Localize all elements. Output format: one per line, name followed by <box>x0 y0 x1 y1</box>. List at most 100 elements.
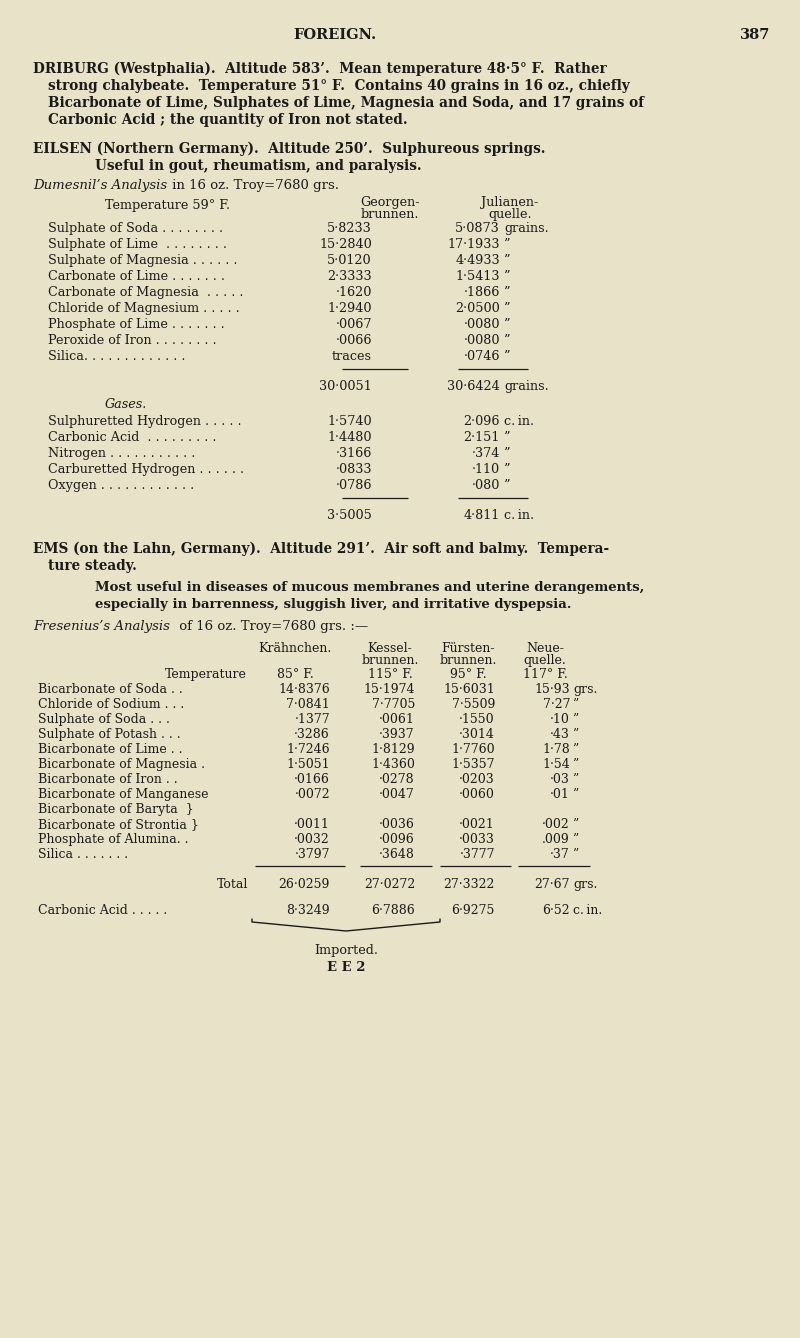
Text: E E 2: E E 2 <box>326 961 366 974</box>
Text: ·0166: ·0166 <box>294 773 330 785</box>
Text: 15·1974: 15·1974 <box>363 682 415 696</box>
Text: Sulphate of Magnesia . . . . . .: Sulphate of Magnesia . . . . . . <box>48 254 238 268</box>
Text: EMS (on the Lahn, Germany).  Altitude 291’.  Air soft and balmy.  Tempera-: EMS (on the Lahn, Germany). Altitude 291… <box>33 542 609 557</box>
Text: ·0833: ·0833 <box>335 463 372 476</box>
Text: in 16 oz. Troy=7680 grs.: in 16 oz. Troy=7680 grs. <box>168 179 339 191</box>
Text: Nitrogen . . . . . . . . . . .: Nitrogen . . . . . . . . . . . <box>48 447 195 460</box>
Text: strong chalybeate.  Temperature 51° F.  Contains 40 grains in 16 oz., chiefly: strong chalybeate. Temperature 51° F. Co… <box>48 79 630 94</box>
Text: 1·8129: 1·8129 <box>371 743 415 756</box>
Text: ”: ” <box>504 302 517 314</box>
Text: 1·5740: 1·5740 <box>327 415 372 428</box>
Text: ”: ” <box>504 447 523 460</box>
Text: 387: 387 <box>740 28 770 41</box>
Text: ·0011: ·0011 <box>294 818 330 831</box>
Text: ”: ” <box>573 759 586 771</box>
Text: ”: ” <box>573 773 586 785</box>
Text: ”: ” <box>504 318 517 330</box>
Text: Phosphate of Alumina. .: Phosphate of Alumina. . <box>38 834 189 846</box>
Text: ·1550: ·1550 <box>459 713 495 727</box>
Text: Bicarbonate of Strontia }: Bicarbonate of Strontia } <box>38 818 199 831</box>
Text: 1·5051: 1·5051 <box>286 759 330 771</box>
Text: 27·0272: 27·0272 <box>364 878 415 891</box>
Text: 26·0259: 26·0259 <box>278 878 330 891</box>
Text: ·03: ·03 <box>550 773 570 785</box>
Text: ·0080: ·0080 <box>463 334 500 347</box>
Text: 27·67: 27·67 <box>534 878 570 891</box>
Text: Fürsten-: Fürsten- <box>442 642 494 656</box>
Text: EILSEN (Northern Germany).  Altitude 250’.  Sulphureous springs.: EILSEN (Northern Germany). Altitude 250’… <box>33 142 546 157</box>
Text: 6·52: 6·52 <box>542 904 570 917</box>
Text: ·0036: ·0036 <box>379 818 415 831</box>
Text: Carbonic Acid . . . . .: Carbonic Acid . . . . . <box>38 904 167 917</box>
Text: ”: ” <box>573 834 586 846</box>
Text: ”: ” <box>573 743 586 756</box>
Text: Dumesnil’s Analysis: Dumesnil’s Analysis <box>33 179 167 191</box>
Text: Temperature 59° F.: Temperature 59° F. <box>105 199 230 211</box>
Text: Oxygen . . . . . . . . . . . .: Oxygen . . . . . . . . . . . . <box>48 479 194 492</box>
Text: .009: .009 <box>542 834 570 846</box>
Text: c. in.: c. in. <box>504 415 534 428</box>
Text: 7·27: 7·27 <box>542 698 570 710</box>
Text: Georgen-: Georgen- <box>360 195 420 209</box>
Text: ”: ” <box>573 728 586 741</box>
Text: ·002: ·002 <box>542 818 570 831</box>
Text: of 16 oz. Troy=7680 grs. :—: of 16 oz. Troy=7680 grs. :— <box>175 619 368 633</box>
Text: 7·0841: 7·0841 <box>286 698 330 710</box>
Text: 2·0500: 2·0500 <box>455 302 500 314</box>
Text: Peroxide of Iron . . . . . . . .: Peroxide of Iron . . . . . . . . <box>48 334 217 347</box>
Text: c. in.: c. in. <box>573 904 602 917</box>
Text: 30·6424: 30·6424 <box>447 380 500 393</box>
Text: 15·2840: 15·2840 <box>319 238 372 252</box>
Text: ”: ” <box>573 788 586 801</box>
Text: 17·1933: 17·1933 <box>447 238 500 252</box>
Text: ·3166: ·3166 <box>336 447 372 460</box>
Text: 1·78: 1·78 <box>542 743 570 756</box>
Text: ·3937: ·3937 <box>379 728 415 741</box>
Text: Sulphate of Soda . . . . . . . .: Sulphate of Soda . . . . . . . . <box>48 222 223 235</box>
Text: 15·93: 15·93 <box>534 682 570 696</box>
Text: 1·5357: 1·5357 <box>451 759 495 771</box>
Text: Most useful in diseases of mucous membranes and uterine derangements,: Most useful in diseases of mucous membra… <box>95 581 644 594</box>
Text: Silica. . . . . . . . . . . . .: Silica. . . . . . . . . . . . . <box>48 351 186 363</box>
Text: 5·0873: 5·0873 <box>455 222 500 235</box>
Text: ·1620: ·1620 <box>336 286 372 298</box>
Text: Sulphate of Lime  . . . . . . . .: Sulphate of Lime . . . . . . . . <box>48 238 227 252</box>
Text: Fresenius’s Analysis: Fresenius’s Analysis <box>33 619 170 633</box>
Text: Kessel-: Kessel- <box>368 642 412 656</box>
Text: ”: ” <box>573 848 586 860</box>
Text: ·43: ·43 <box>550 728 570 741</box>
Text: Carbonate of Lime . . . . . . .: Carbonate of Lime . . . . . . . <box>48 270 225 284</box>
Text: ·1866: ·1866 <box>464 286 500 298</box>
Text: Chloride of Sodium . . .: Chloride of Sodium . . . <box>38 698 184 710</box>
Text: grs.: grs. <box>573 878 598 891</box>
Text: Bicarbonate of Lime, Sulphates of Lime, Magnesia and Soda, and 17 grains of: Bicarbonate of Lime, Sulphates of Lime, … <box>48 96 644 110</box>
Text: Carbonate of Magnesia  . . . . .: Carbonate of Magnesia . . . . . <box>48 286 243 298</box>
Text: ·10: ·10 <box>550 713 570 727</box>
Text: ”: ” <box>504 334 517 347</box>
Text: 1·5413: 1·5413 <box>455 270 500 284</box>
Text: Neue-: Neue- <box>526 642 564 656</box>
Text: ·3777: ·3777 <box>459 848 495 860</box>
Text: 27·3322: 27·3322 <box>444 878 495 891</box>
Text: 7·7705: 7·7705 <box>372 698 415 710</box>
Text: brunnen.: brunnen. <box>361 207 419 221</box>
Text: 4·811: 4·811 <box>464 508 500 522</box>
Text: Sulphate of Potash . . .: Sulphate of Potash . . . <box>38 728 181 741</box>
Text: 1·2940: 1·2940 <box>327 302 372 314</box>
Text: ·080: ·080 <box>472 479 500 492</box>
Text: grs.: grs. <box>573 682 598 696</box>
Text: Julianen-: Julianen- <box>482 195 538 209</box>
Text: ·0072: ·0072 <box>294 788 330 801</box>
Text: quelle.: quelle. <box>488 207 532 221</box>
Text: 6·9275: 6·9275 <box>452 904 495 917</box>
Text: ·1377: ·1377 <box>294 713 330 727</box>
Text: ”: ” <box>504 286 517 298</box>
Text: ·3648: ·3648 <box>379 848 415 860</box>
Text: ”: ” <box>504 238 517 252</box>
Text: 1·4480: 1·4480 <box>327 431 372 444</box>
Text: Phosphate of Lime . . . . . . .: Phosphate of Lime . . . . . . . <box>48 318 225 330</box>
Text: ·0047: ·0047 <box>379 788 415 801</box>
Text: 1·54: 1·54 <box>542 759 570 771</box>
Text: FOREIGN.: FOREIGN. <box>294 28 377 41</box>
Text: 5·8233: 5·8233 <box>327 222 372 235</box>
